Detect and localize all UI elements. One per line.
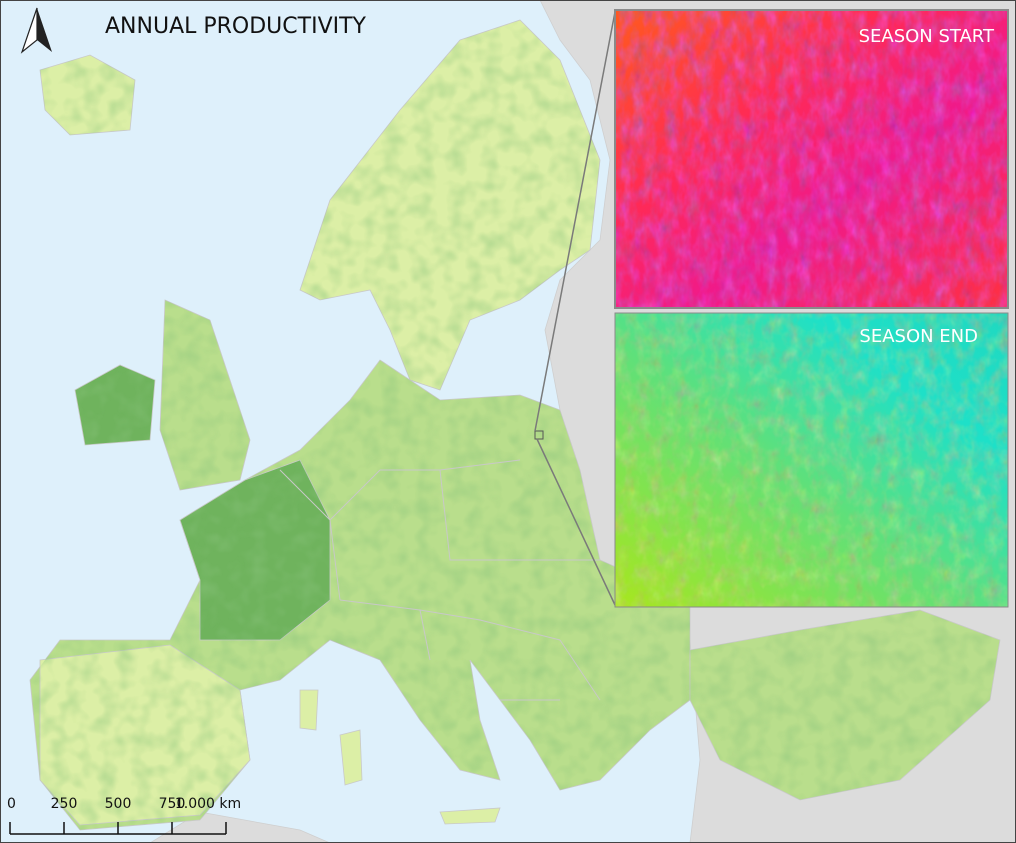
borders	[279, 459, 601, 701]
inset-season-end: SEASON END	[614, 312, 1009, 608]
inset-label: SEASON END	[859, 326, 978, 347]
scale-label: 250	[51, 796, 78, 812]
zoom-line	[536, 438, 616, 606]
map-title: ANNUAL PRODUCTIVITY	[105, 14, 367, 39]
scale-label: 1.000 km	[175, 796, 241, 812]
islands	[299, 689, 501, 825]
scale-label: 750	[159, 796, 186, 812]
scale-label: 500	[105, 796, 132, 812]
inset-label: SEASON START	[859, 26, 995, 47]
scale-label: 0	[7, 796, 16, 812]
inset-frame	[614, 312, 1009, 608]
north-arrow	[20, 7, 52, 54]
zoom-line	[534, 11, 616, 432]
inset-season-start: SEASON START	[614, 9, 1009, 309]
inset-texture	[615, 313, 1008, 607]
inset-texture	[615, 10, 1008, 308]
inset-frame	[614, 9, 1009, 309]
north-arrow-half	[37, 8, 52, 52]
zoom-box	[534, 430, 544, 440]
north-arrow-half	[20, 7, 38, 54]
